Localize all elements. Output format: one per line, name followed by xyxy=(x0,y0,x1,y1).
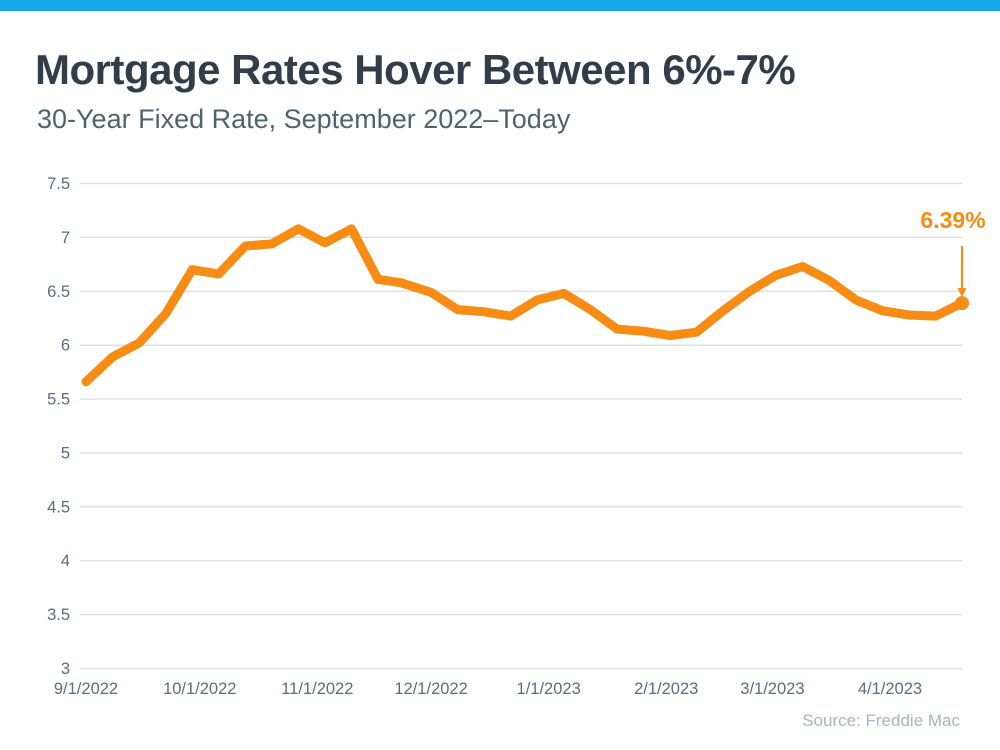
x-tick-label: 2/1/2023 xyxy=(634,680,698,698)
page-title: Mortgage Rates Hover Between 6%-7% xyxy=(35,46,796,93)
rate-line xyxy=(81,224,967,387)
source-credit: Source: Freddie Mac xyxy=(802,711,960,730)
y-tick-label: 3.5 xyxy=(47,606,70,624)
y-tick-label: 7.5 xyxy=(47,175,70,193)
x-tick-label: 4/1/2023 xyxy=(858,680,922,698)
rate-annotation: 6.39% xyxy=(920,207,986,233)
x-tick-label: 11/1/2022 xyxy=(281,680,353,698)
x-tick-label: 12/1/2022 xyxy=(394,680,467,698)
y-tick-label: 4 xyxy=(61,552,70,570)
y-tick-label: 6 xyxy=(61,337,70,355)
page-subtitle: 30-Year Fixed Rate, September 2022–Today xyxy=(37,104,571,134)
top-accent-bar xyxy=(0,0,1000,11)
x-tick-label: 10/1/2022 xyxy=(163,680,236,698)
y-tick-label: 5.5 xyxy=(47,391,70,409)
x-tick-label: 1/1/2023 xyxy=(517,680,581,698)
y-tick-label: 5 xyxy=(61,444,70,462)
y-tick-label: 6.5 xyxy=(47,283,70,301)
x-tick-label: 9/1/2022 xyxy=(54,680,118,698)
y-tick-label: 4.5 xyxy=(47,498,70,516)
annotation-arrowhead xyxy=(957,288,967,298)
endpoint-dot xyxy=(955,296,969,311)
x-tick-label: 3/1/2023 xyxy=(740,680,804,698)
y-tick-label: 3 xyxy=(61,660,70,678)
y-tick-label: 7 xyxy=(61,229,70,247)
